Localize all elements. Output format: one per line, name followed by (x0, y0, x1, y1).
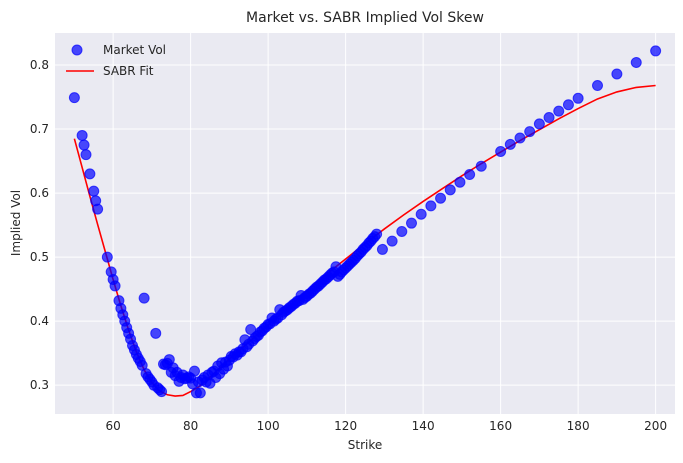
market-vol-point (78, 139, 90, 151)
market-vol-point (553, 105, 565, 117)
x-tick-label: 80 (183, 419, 198, 433)
legend-market-vol-label: Market Vol (103, 43, 166, 57)
market-vol-point (592, 80, 603, 92)
market-vol-point (504, 138, 516, 150)
market-vol-point (88, 185, 100, 197)
y-tick-label: 0.4 (30, 314, 49, 328)
market-vol-point (444, 184, 456, 196)
market-vol-point (425, 200, 437, 212)
tick-layer: 60 80 100 120 140 160 180 200 0.3 0.4 0.5 0.6 0.7 0.8 (30, 58, 667, 433)
market-vol-point (533, 118, 545, 130)
legend-market-vol-marker (71, 44, 83, 56)
x-tick-label: 60 (105, 419, 120, 433)
market-vol-point (415, 208, 427, 220)
point-layer (68, 45, 662, 399)
market-vol-point (68, 92, 80, 104)
market-vol-point (396, 226, 408, 237)
market-vol-point (475, 160, 487, 172)
x-tick-label: 160 (489, 419, 512, 433)
y-axis-label: Implied Vol (9, 190, 23, 256)
chart-title: Market vs. SABR Implied Vol Skew (246, 10, 484, 26)
x-tick-label: 180 (567, 419, 590, 433)
market-vol-point (80, 149, 92, 161)
legend: Market Vol SABR Fit (66, 43, 166, 78)
market-vol-point (376, 243, 388, 255)
market-vol-point (562, 99, 574, 111)
market-vol-point (543, 112, 555, 124)
market-vol-point (194, 387, 206, 399)
market-vol-point (189, 365, 200, 377)
market-vol-point (138, 292, 150, 304)
market-vol-point (101, 251, 113, 263)
x-tick-label: 100 (257, 419, 280, 433)
market-vol-point (386, 235, 398, 247)
plot-area (55, 33, 675, 414)
market-vol-point (572, 92, 584, 104)
market-vol-point (454, 176, 466, 188)
market-vol-point (464, 169, 476, 181)
x-tick-label: 140 (412, 419, 435, 433)
y-tick-label: 0.5 (30, 250, 49, 264)
y-tick-label: 0.7 (30, 122, 49, 136)
market-vol-point (150, 327, 162, 339)
y-tick-label: 0.6 (30, 186, 49, 200)
market-vol-point (435, 192, 447, 204)
market-vol-point (156, 386, 168, 398)
market-vol-point (109, 280, 121, 292)
market-vol-point (371, 228, 383, 240)
market-vol-point (84, 168, 96, 180)
y-tick-label: 0.3 (30, 378, 49, 392)
market-vol-point (611, 68, 623, 80)
market-vol-point (92, 203, 104, 215)
market-vol-point (406, 217, 417, 229)
x-tick-label: 120 (334, 419, 357, 433)
x-axis-label: Strike (348, 438, 383, 452)
market-vol-point (76, 129, 88, 141)
market-vol-point (514, 132, 526, 144)
market-vol-point (524, 126, 536, 138)
market-vol-point (630, 56, 642, 68)
x-tick-label: 200 (644, 419, 667, 433)
legend-sabr-fit-label: SABR Fit (103, 64, 154, 78)
y-tick-label: 0.8 (30, 58, 49, 72)
market-vol-point (650, 45, 662, 57)
market-vol-point (495, 145, 507, 157)
